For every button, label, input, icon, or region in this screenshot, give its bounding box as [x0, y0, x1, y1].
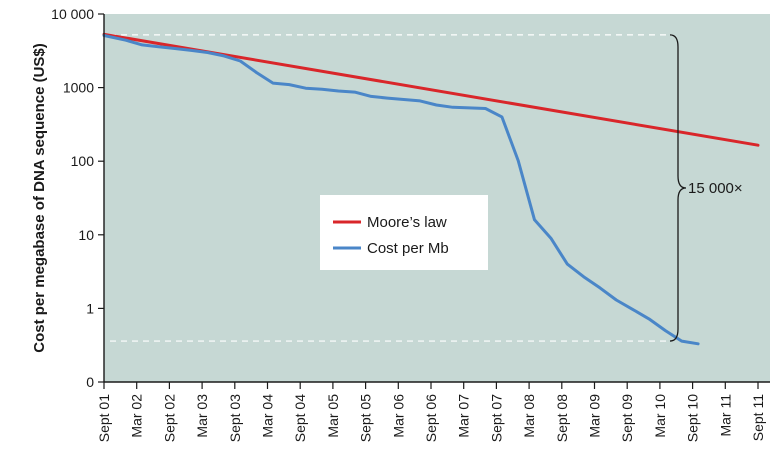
x-tick-label: Sept 03 [227, 394, 243, 442]
y-tick-label: 0 [86, 374, 94, 390]
x-tick-label: Mar 02 [129, 394, 145, 438]
x-tick-label: Mar 06 [390, 394, 406, 438]
x-tick-label: Sept 10 [685, 394, 701, 442]
y-tick-label: 100 [71, 153, 95, 169]
legend-box [320, 195, 488, 270]
legend-label-cost-per-mb: Cost per Mb [367, 240, 449, 257]
axes [103, 14, 770, 383]
legend-label-moores-law: Moore’s law [367, 214, 447, 231]
x-ticks: Sept 01 Mar 02 Sept 02 Mar 03 Sept 03 Mar 04 S… [96, 382, 766, 442]
x-tick-label: Sept 09 [619, 394, 635, 442]
x-tick-label: Mar 03 [194, 394, 210, 438]
x-tick-label: Mar 08 [521, 394, 537, 438]
x-tick-label: Sept 01 [96, 394, 112, 442]
reference-lines [110, 34, 668, 342]
x-tick-label: Mar 05 [325, 394, 341, 438]
x-tick-label: Mar 10 [652, 394, 668, 438]
brace-icon [669, 34, 687, 342]
series-lines [102, 32, 760, 346]
x-tick-label: Mar 11 [717, 394, 733, 437]
x-tick-label: Mar 04 [260, 394, 276, 438]
x-tick-label: Sept 06 [423, 394, 439, 442]
x-tick-label: Sept 11 [750, 394, 766, 441]
x-tick-label: Sept 04 [292, 394, 308, 442]
y-tick-label: 10 000 [51, 6, 94, 22]
x-tick-label: Sept 05 [358, 394, 374, 442]
x-tick-label: Mar 07 [456, 394, 472, 438]
x-tick-label: Mar 09 [587, 394, 603, 438]
x-tick-label: Sept 08 [554, 394, 570, 442]
brace-annotation-label: 15 000× [688, 180, 743, 197]
x-tick-label: Sept 07 [488, 394, 504, 442]
y-tick-label: 1000 [63, 80, 94, 96]
y-tick-label: 10 [78, 227, 94, 243]
brace-annotation: 15 000× [669, 34, 743, 342]
series-line-cost-per-mb [102, 34, 700, 346]
x-tick-label: Sept 02 [161, 394, 177, 442]
legend: Moore’s law Cost per Mb [320, 195, 488, 270]
y-tick-label: 1 [86, 300, 94, 316]
y-axis-title: Cost per megabase of DNA sequence (US$) [31, 43, 48, 353]
